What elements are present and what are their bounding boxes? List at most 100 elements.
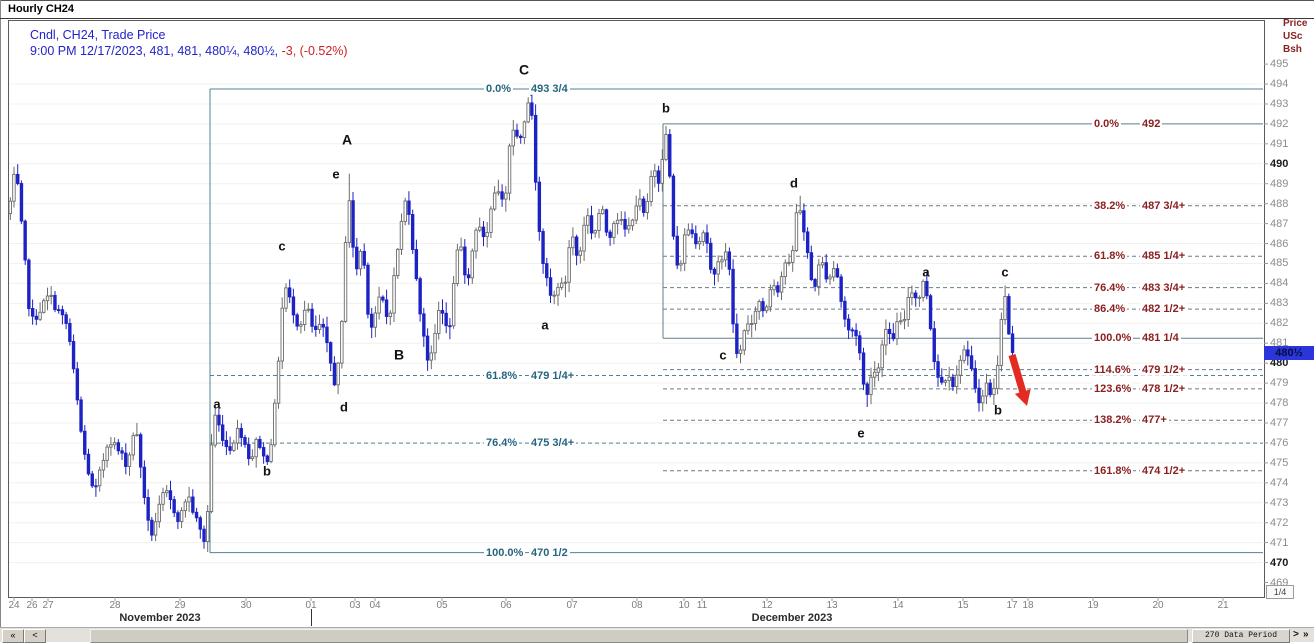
fib-price-label[interactable]: 485 1/4+: [1140, 250, 1188, 263]
fib-percent-label[interactable]: 0.0%: [484, 82, 514, 95]
price-tick-label: 490: [1270, 157, 1289, 170]
fib-price-label[interactable]: 481 1/4: [1140, 332, 1181, 345]
elliott-wave-label[interactable]: b: [662, 100, 670, 116]
fib-price-label[interactable]: 478 1/2+: [1140, 382, 1188, 395]
price-tick-label: 492: [1270, 117, 1289, 130]
fib-price-label[interactable]: 475 3/4+: [529, 436, 577, 449]
price-tick-label: 494: [1270, 78, 1289, 90]
elliott-wave-label[interactable]: C: [518, 61, 530, 78]
fib-price-label[interactable]: 470 1/2: [529, 546, 570, 559]
date-tick-label: 04: [369, 600, 381, 611]
fib-percent-label[interactable]: 100.0%: [484, 546, 526, 559]
scroll-next-button[interactable]: >: [1293, 629, 1299, 640]
date-tick-label: 21: [1217, 600, 1229, 611]
time-scrollbar[interactable]: « < 270 Data Period > »: [0, 627, 1314, 643]
fib-percent-label[interactable]: 123.6%: [1092, 382, 1134, 395]
date-tick-label: 14: [892, 600, 904, 611]
date-tick-label: 18: [1022, 600, 1034, 611]
fib-percent-label[interactable]: 86.4%: [1092, 302, 1128, 315]
fib-price-label[interactable]: 474 1/2+: [1140, 464, 1188, 477]
fib-percent-label[interactable]: 138.2%: [1092, 413, 1134, 426]
elliott-wave-label[interactable]: d: [340, 399, 348, 415]
fib-price-label[interactable]: 482 1/2+: [1140, 302, 1188, 315]
date-tick-label: 07: [566, 600, 578, 611]
fib-price-label[interactable]: 483 3/4+: [1140, 281, 1188, 294]
date-tick-label: 08: [631, 600, 643, 611]
price-tick-label: 489: [1270, 177, 1289, 190]
elliott-wave-label[interactable]: c: [1001, 264, 1009, 280]
down-arrow-annotation[interactable]: [1008, 354, 1031, 406]
elliott-wave-label[interactable]: c: [278, 238, 286, 254]
fib-price-label[interactable]: 492: [1140, 117, 1163, 130]
quote-legend: Cndl, CH24, Trade Price 9:00 PM 12/17/20…: [30, 27, 348, 59]
price-tick-label: 475: [1270, 456, 1289, 469]
elliott-wave-label[interactable]: a: [922, 264, 930, 280]
last-price-marker: 480½: [1264, 346, 1314, 360]
date-tick-label: 24: [8, 600, 20, 611]
date-tick-label: 13: [826, 600, 838, 611]
elliott-wave-label[interactable]: a: [541, 317, 549, 333]
fib-percent-label[interactable]: 0.0%: [1092, 117, 1122, 130]
chart-window-title: Hourly CH24: [8, 3, 75, 15]
date-tick-label: 06: [500, 600, 512, 611]
fib-percent-label[interactable]: 161.8%: [1092, 464, 1134, 477]
elliott-wave-label[interactable]: A: [341, 131, 353, 148]
price-tick-label: 479: [1270, 377, 1289, 390]
fib-price-label[interactable]: 477+: [1140, 413, 1169, 426]
price-tick-label: 488: [1270, 197, 1289, 210]
elliott-wave-label[interactable]: a: [213, 396, 221, 412]
price-tick-label: 478: [1270, 397, 1289, 410]
price-tick-label: 485: [1270, 257, 1289, 270]
window-left-border: [0, 0, 1, 627]
date-tick-label: 03: [349, 600, 361, 611]
price-tick-label: 487: [1270, 217, 1289, 230]
price-axis-header-price: Price: [1283, 18, 1308, 29]
elliott-wave-label[interactable]: b: [994, 402, 1002, 418]
elliott-wave-label[interactable]: d: [790, 175, 798, 191]
date-tick-label: 05: [436, 600, 448, 611]
date-tick-label: 26: [26, 600, 38, 611]
fib-price-label[interactable]: 479 1/2+: [1140, 363, 1188, 376]
price-tick-label: 470: [1270, 556, 1289, 569]
fib-percent-label[interactable]: 76.4%: [1092, 281, 1128, 294]
date-tick-label: 20: [1152, 600, 1164, 611]
price-tick-label: 493: [1270, 97, 1289, 110]
price-tick-label: 472: [1270, 516, 1289, 529]
date-tick-label: 17: [1006, 600, 1018, 611]
price-axis-header-bsh: Bsh: [1283, 44, 1302, 55]
fib-price-label[interactable]: 479 1/4+: [529, 369, 577, 382]
date-tick-label: 19: [1087, 600, 1099, 611]
elliott-wave-label[interactable]: e: [332, 166, 340, 182]
elliott-wave-label[interactable]: B: [393, 346, 405, 363]
date-tick-label: 11: [696, 600, 708, 611]
price-tick-label: 473: [1270, 496, 1289, 509]
title-divider: [0, 18, 1314, 19]
fib-percent-label[interactable]: 100.0%: [1092, 332, 1134, 345]
month-separator: [311, 609, 312, 626]
price-tick-label: 474: [1270, 476, 1289, 489]
date-tick-label: 30: [240, 600, 252, 611]
price-tick-label: 483: [1270, 297, 1289, 310]
date-tick-label: 12: [761, 600, 773, 611]
fib-price-label[interactable]: 493 3/4: [529, 82, 570, 95]
elliott-wave-label[interactable]: b: [263, 463, 271, 479]
fib-percent-label[interactable]: 61.8%: [1092, 250, 1128, 263]
legend-ohlc-values: 9:00 PM 12/17/2023, 481, 481, 480¼, 480½…: [30, 44, 279, 58]
fib-percent-label[interactable]: 114.6%: [1092, 363, 1133, 376]
fib-percent-label[interactable]: 38.2%: [1092, 199, 1128, 212]
fib-percent-label[interactable]: 61.8%: [484, 369, 520, 382]
date-tick-label: 01: [305, 600, 317, 611]
elliott-wave-label[interactable]: c: [719, 347, 727, 363]
tick-size-box: 1/4: [1266, 585, 1294, 599]
legend-contract-line: Cndl, CH24, Trade Price: [30, 28, 166, 42]
fib-percent-label[interactable]: 76.4%: [484, 436, 520, 449]
price-tick-label: 480: [1270, 357, 1289, 370]
date-tick-label: 15: [957, 600, 969, 611]
month-label: November 2023: [119, 612, 201, 624]
scroll-last-button[interactable]: »: [1303, 629, 1309, 640]
date-tick-label: 27: [42, 600, 54, 611]
fib-price-label[interactable]: 487 3/4+: [1140, 199, 1188, 212]
elliott-wave-label[interactable]: e: [857, 425, 865, 441]
date-tick-label: 10: [678, 600, 690, 611]
